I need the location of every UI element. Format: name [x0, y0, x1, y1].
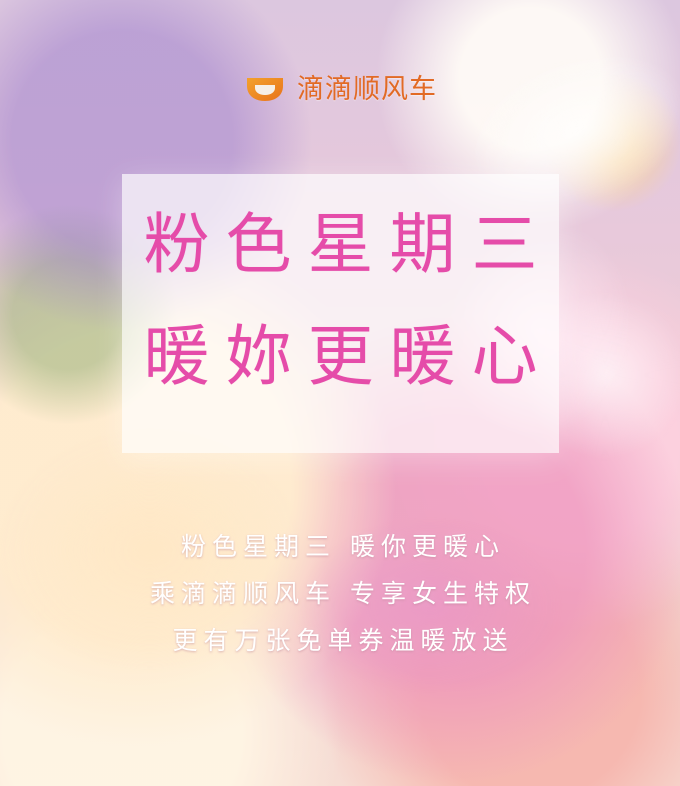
brand-name: 滴滴顺风车 — [297, 73, 437, 104]
didi-logo-icon — [247, 78, 283, 101]
body-line-1: 粉色星期三 暖你更暖心 — [181, 532, 505, 561]
body-line-3: 更有万张免单券温暖放送 — [172, 626, 514, 655]
body-line-2: 乘滴滴顺风车 专享女生特权 — [150, 579, 536, 608]
headline-card: 粉色星期三 暖妳更暖心 — [122, 174, 559, 453]
headline-line-2: 暖妳更暖心 — [143, 318, 554, 395]
headline-line-1: 粉色星期三 — [143, 206, 554, 283]
brand-header: 滴滴顺风车 — [0, 74, 680, 104]
body-copy: 粉色星期三 暖你更暖心 乘滴滴顺风车 专享女生特权 更有万张免单券温暖放送 — [0, 534, 680, 675]
